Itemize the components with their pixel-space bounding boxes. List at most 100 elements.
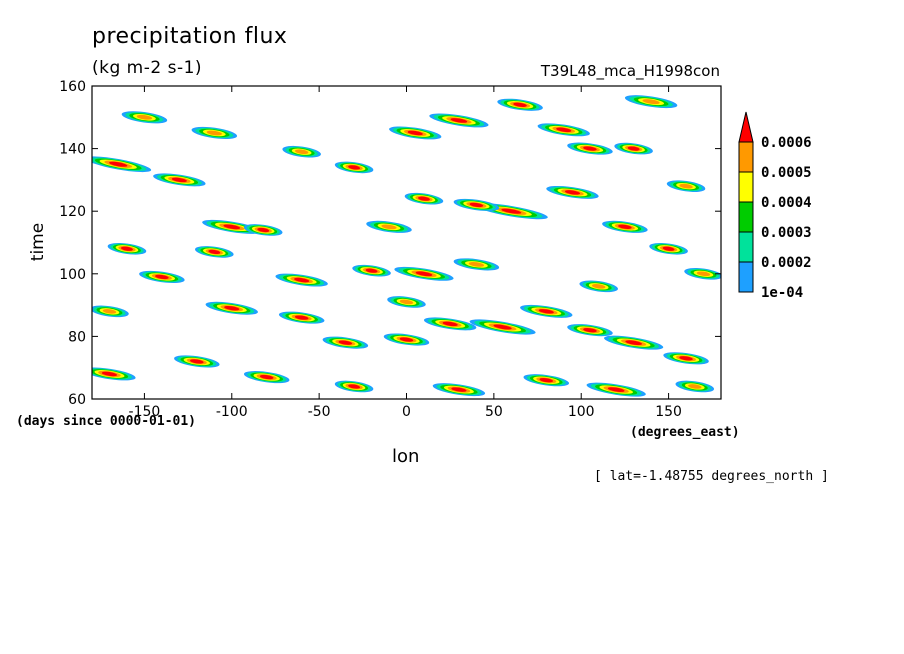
- latitude-note: [ lat=-1.48755 degrees_north ]: [594, 469, 829, 484]
- contour-fill-level-6: [625, 340, 642, 346]
- rain-streak: [205, 301, 258, 315]
- rain-streak: [684, 267, 721, 280]
- x-tick-label: 150: [655, 404, 682, 420]
- contour-fill-level-6: [564, 190, 581, 195]
- rain-streak: [546, 185, 599, 199]
- contour-fill-level-6: [469, 202, 484, 208]
- rain-streak: [195, 246, 234, 258]
- rain-streak: [537, 123, 590, 137]
- rain-streak: [424, 317, 477, 331]
- rain-streak: [174, 355, 220, 368]
- rain-streak: [387, 296, 426, 308]
- rain-streak: [243, 224, 283, 236]
- y-axis-label: time: [28, 222, 48, 262]
- units-label: (kg m-2 s-1): [92, 58, 203, 78]
- contour-fill-level-6: [399, 337, 414, 342]
- contour-fill-level-6: [101, 371, 118, 377]
- colorbar-swatch: [738, 171, 754, 203]
- y-tick-label: 140: [59, 142, 86, 158]
- rain-streak: [520, 304, 573, 318]
- rain-streak: [429, 113, 489, 128]
- contour-fill-level-6: [451, 387, 467, 392]
- x-axis-units: (degrees_east): [630, 425, 740, 440]
- x-tick-label: -50: [308, 404, 331, 420]
- x-tick-label: -100: [216, 404, 248, 420]
- colorbar-label: 0.0004: [761, 195, 812, 211]
- rain-streak: [139, 270, 185, 283]
- rain-streak: [92, 156, 152, 173]
- contour-fill-level-6: [538, 309, 554, 314]
- contour-fill-level-6: [120, 246, 133, 251]
- rain-streak: [602, 220, 648, 233]
- rain-streak: [453, 258, 500, 271]
- colorbar-label: 0.0006: [761, 135, 812, 151]
- rain-streak: [92, 305, 129, 318]
- rain-streak: [92, 367, 136, 381]
- x-tick-label: 50: [485, 404, 503, 420]
- rain-streak: [282, 145, 321, 158]
- contour-fill-level-6: [662, 246, 675, 251]
- y-axis: 60 80 100 120 140 160: [59, 79, 721, 408]
- rain-streak: [624, 95, 678, 109]
- x-tick-label: 0: [402, 404, 411, 420]
- contour-fill-level-5: [468, 262, 485, 267]
- rain-streak: [275, 273, 328, 287]
- contour-fill-level-6: [583, 327, 597, 333]
- contour-fill-level-6: [627, 146, 640, 151]
- contour-fill-level-6: [259, 374, 274, 380]
- rain-streak: [278, 311, 325, 324]
- contour-fill-level-6: [365, 268, 378, 273]
- contour-fill-level-6: [223, 224, 241, 230]
- contour-fill-level-6: [294, 315, 309, 320]
- run-name: T39L48_mca_H1998con: [540, 62, 720, 80]
- contour-fill-level-6: [442, 321, 458, 327]
- contour-fill-level-5: [381, 224, 397, 230]
- contour-fill-level-6: [171, 177, 187, 183]
- rain-streak: [586, 382, 646, 397]
- contour-fill-level-6: [348, 384, 361, 389]
- contour-fill-level-6: [583, 146, 597, 151]
- contour-fill-level-5: [136, 114, 153, 120]
- rain-streak: [614, 142, 653, 155]
- rain-streak: [663, 352, 709, 365]
- colorbar-label: 0.0005: [761, 165, 812, 181]
- contour-fill-level-5: [399, 299, 414, 305]
- rain-streak: [191, 126, 238, 140]
- contour-fill-level-5: [688, 384, 702, 389]
- rain-streak: [567, 142, 613, 155]
- x-tick-label: -150: [129, 404, 161, 420]
- contour-fill-level-5: [102, 309, 117, 314]
- colorbar-swatch: [738, 141, 754, 173]
- contour-fill-level-6: [155, 274, 169, 280]
- y-tick-label: 60: [68, 392, 86, 408]
- colorbar-swatch: [738, 231, 754, 263]
- contour-fill-level-5: [679, 183, 693, 189]
- contour-fill-level-6: [190, 359, 204, 364]
- rain-streak: [649, 242, 688, 255]
- y-tick-label: 80: [68, 329, 86, 345]
- rain-streak: [153, 173, 206, 187]
- y-axis-units: (days since 0000-01-01): [16, 414, 197, 429]
- rain-streak: [107, 242, 147, 255]
- y-tick-label: 100: [59, 267, 86, 283]
- precipitation-field: [92, 95, 721, 397]
- contour-fill-level-6: [224, 305, 240, 311]
- colorbar-swatch: [738, 201, 754, 233]
- rain-streak: [322, 336, 369, 349]
- rain-streak: [352, 264, 391, 277]
- rain-streak: [121, 111, 168, 124]
- contour-fill-level-6: [338, 340, 353, 345]
- rain-streak: [567, 324, 613, 337]
- contour-fill-level-5: [591, 283, 606, 289]
- contour-fill-level-6: [501, 208, 522, 214]
- rain-streak: [334, 161, 374, 174]
- contour-fill-level-6: [417, 196, 430, 201]
- rain-streak: [432, 383, 486, 397]
- contour-fill-level-5: [294, 149, 309, 155]
- contour-fill-level-6: [208, 249, 221, 255]
- colorbar-label: 0.0003: [761, 225, 812, 241]
- contour-fill-level-6: [607, 387, 625, 392]
- colorbar-max-triangle: [738, 111, 754, 143]
- x-axis: -150 -100 -50 0 50 100 150: [129, 86, 682, 420]
